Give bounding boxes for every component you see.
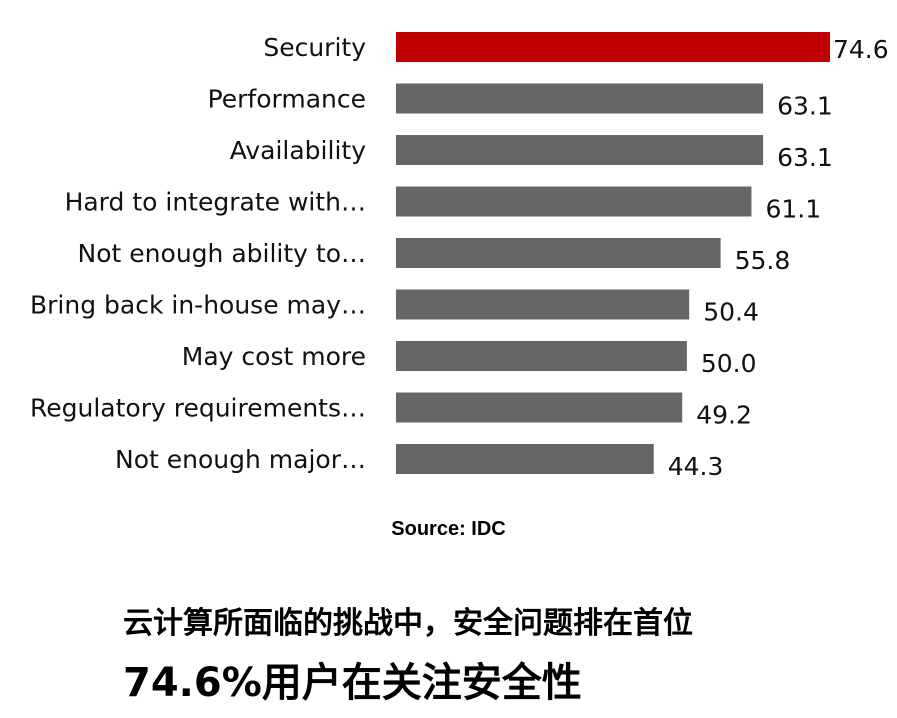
bar-6 bbox=[396, 341, 687, 371]
category-label-4: Not enough ability to… bbox=[78, 239, 366, 268]
category-label-0: Security bbox=[263, 33, 366, 62]
bar-0 bbox=[396, 32, 830, 62]
bar-8 bbox=[396, 444, 654, 474]
category-label-1: Performance bbox=[208, 85, 366, 114]
value-label-5: 50.4 bbox=[703, 298, 759, 327]
category-label-5: Bring back in-house may… bbox=[30, 291, 366, 320]
caption-line-2: 74.6%用户在关注安全性 bbox=[123, 650, 582, 708]
bar-3 bbox=[396, 186, 752, 217]
caption-percent: 74.6% bbox=[123, 660, 262, 706]
bar-1 bbox=[396, 83, 764, 114]
value-label-4: 55.8 bbox=[735, 246, 791, 275]
category-label-6: May cost more bbox=[182, 342, 366, 371]
bar-4 bbox=[396, 238, 721, 268]
source-note: Source: IDC bbox=[391, 518, 506, 540]
category-label-2: Availability bbox=[230, 136, 366, 165]
value-label-8: 44.3 bbox=[668, 452, 724, 481]
value-label-6: 50.0 bbox=[701, 349, 757, 378]
bar-chart: Security 74.6 Performance 63.1 Availability 6… bbox=[30, 32, 889, 481]
category-label-7: Regulatory requirements… bbox=[30, 394, 366, 423]
caption-text: 用户在关注安全性 bbox=[261, 660, 582, 706]
bar-7 bbox=[396, 392, 683, 423]
value-label-7: 49.2 bbox=[696, 401, 752, 430]
bar-2 bbox=[396, 135, 764, 165]
value-label-3: 61.1 bbox=[765, 195, 821, 224]
category-label-8: Not enough major… bbox=[115, 445, 366, 474]
value-label-0: 74.6 bbox=[833, 35, 889, 64]
caption-line-1: 云计算所面临的挑战中，安全问题排在首位 bbox=[123, 606, 693, 641]
value-label-2: 63.1 bbox=[777, 143, 833, 172]
category-label-3: Hard to integrate with… bbox=[65, 188, 366, 217]
value-label-1: 63.1 bbox=[777, 92, 833, 121]
bar-5 bbox=[396, 289, 690, 320]
